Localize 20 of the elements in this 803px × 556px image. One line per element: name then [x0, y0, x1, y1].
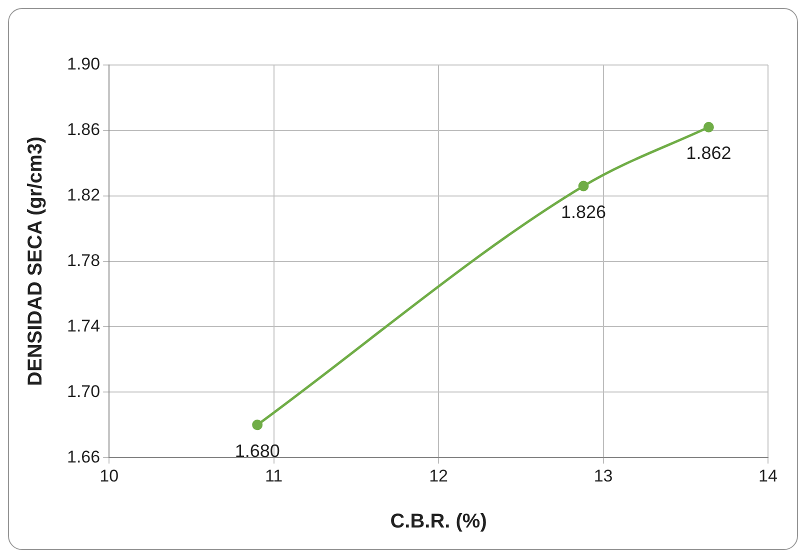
y-tick-label: 1.90	[66, 54, 100, 74]
y-tick-label: 1.86	[66, 120, 100, 140]
point	[578, 180, 589, 192]
x-tick-label: 10	[100, 466, 119, 486]
y-tick-label: 1.82	[66, 186, 100, 205]
y-tick-label: 1.70	[66, 382, 100, 401]
data-label: 1.862	[686, 143, 732, 164]
data-label: 1.680	[234, 440, 280, 461]
x-axis-title: C.B.R. (%)	[390, 510, 487, 533]
point	[703, 122, 714, 132]
x-tick-label: 14	[758, 466, 778, 486]
x-tick-label: 13	[594, 466, 613, 486]
data-label: 1.826	[560, 202, 606, 222]
y-axis-title: DENSIDAD SECA (gr/cm3)	[24, 136, 47, 386]
point	[252, 420, 263, 430]
y-tick-label: 1.74	[66, 316, 100, 336]
x-tick-label: 11	[264, 466, 283, 486]
y-tick-label: 1.78	[66, 250, 100, 270]
y-tick-label: 1.66	[66, 447, 100, 466]
x-tick-label: 12	[429, 466, 448, 486]
